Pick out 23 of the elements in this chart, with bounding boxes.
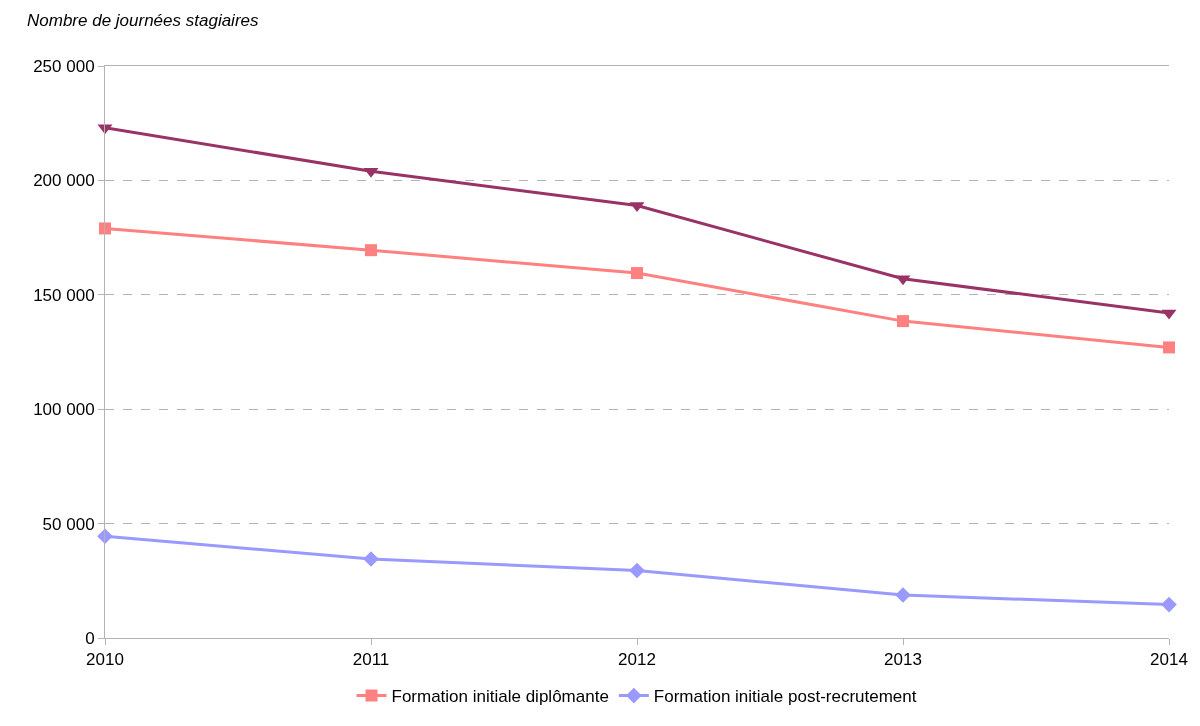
point [897, 315, 909, 328]
point [365, 244, 377, 257]
y-tick-label: 250 000 [33, 56, 95, 76]
point [629, 562, 645, 579]
y-tick-label: 50 000 [42, 514, 95, 534]
x-tick-label: 2010 [86, 650, 124, 670]
y-tick-label: 0 [85, 628, 95, 648]
point [631, 267, 643, 280]
x-tick-label: 2011 [352, 650, 390, 670]
x-tick-label: 2013 [884, 650, 922, 670]
y-tick-label: 100 000 [33, 400, 95, 420]
point [895, 587, 911, 603]
x-tick-label: 2012 [618, 650, 656, 670]
y-tick-label: 200 000 [33, 171, 95, 191]
legend-label: Formation initiale post-recrutement [653, 687, 917, 707]
point [1163, 341, 1175, 354]
y-tick-label: 150 000 [33, 285, 95, 305]
y-axis-title: Nombre de journées stagiaires [27, 11, 260, 30]
x-tick-label: 2014 [1150, 650, 1188, 670]
legend-label: Formation initiale diplômante [391, 687, 609, 707]
point [363, 551, 379, 567]
point [99, 222, 111, 235]
point [1161, 596, 1177, 613]
